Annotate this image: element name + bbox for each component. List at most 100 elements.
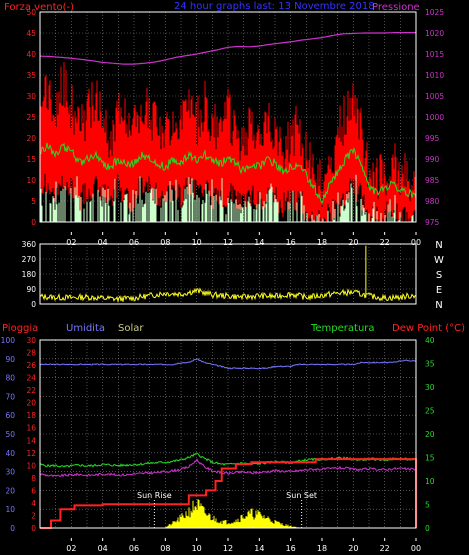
wind-average-line (39, 142, 417, 205)
y-tick-label: 40 (26, 50, 36, 59)
y-tick-label: 1020 (425, 29, 444, 38)
y-tick-label: 26 (26, 361, 36, 370)
y-tick-label: 10 (26, 176, 36, 185)
humidity-y-ticks: 0 10 20 30 40 50 60 70 80 90 100 (1, 336, 16, 533)
y-tick-label: 24 (26, 374, 36, 383)
x-tick-label: 18 (317, 238, 327, 247)
compass-label: N (435, 240, 442, 251)
wind-plot-frame (39, 11, 417, 223)
y-tick-label: 15 (26, 155, 36, 164)
direction-grid (40, 244, 417, 304)
y-tick-label: 80 (5, 374, 15, 383)
chart-title: 24 hour graphs last: 13 Novembre 2018 (174, 1, 375, 12)
y-tick-label: 16 (26, 424, 36, 433)
x-tick-label: 04 (98, 544, 108, 553)
wind-series (39, 31, 417, 222)
y-tick-label: 25 (26, 113, 36, 122)
y-tick-label: 0 (31, 300, 36, 309)
y-tick-label: 30 (5, 468, 15, 477)
y-tick-label: 40 (425, 336, 435, 345)
y-tick-label: 1000 (425, 113, 444, 122)
humidity-label: Umidita (66, 323, 105, 334)
x-tick-label: 08 (160, 544, 170, 553)
x-tick-label: 02 (66, 238, 76, 247)
compass-label: E (436, 285, 442, 296)
y-tick-label: 15 (425, 454, 435, 463)
wind-axis-label: Forza vento(-) (4, 2, 74, 13)
y-tick-label: 985 (425, 176, 440, 185)
sun-annotations: Sun Rise Sun Set (137, 491, 317, 528)
sun-annotation-label: Sun Rise (137, 491, 172, 500)
x-tick-label: 12 (223, 544, 233, 553)
y-tick-label: 1015 (425, 50, 444, 59)
temperature-y-ticks: 0 5 10 15 20 25 30 35 40 (425, 336, 435, 533)
y-tick-label: 5 (425, 501, 430, 510)
y-tick-label: 20 (5, 486, 15, 495)
y-tick-label: 14 (26, 436, 36, 445)
y-tick-label: 2 (31, 511, 36, 520)
y-tick-label: 360 (22, 240, 37, 249)
x-tick-label: 08 (160, 238, 170, 247)
y-tick-label: 90 (5, 355, 15, 364)
x-tick-label: 06 (129, 544, 139, 553)
y-tick-label: 90 (26, 285, 36, 294)
y-tick-label: 18 (26, 411, 36, 420)
y-tick-label: 25 (425, 407, 435, 416)
y-tick-label: 990 (425, 155, 440, 164)
y-tick-label: 100 (1, 336, 16, 345)
y-tick-label: 0 (10, 524, 15, 533)
x-tick-label: 02 (66, 544, 76, 553)
compass-label: N (435, 300, 442, 311)
compass-label: S (436, 270, 442, 281)
wind-pressure-panel: Forza vento(-) 24 hour graphs last: 13 N… (4, 1, 444, 247)
pressure-line (39, 31, 416, 65)
y-tick-label: 50 (5, 430, 15, 439)
x-tick-label: 16 (286, 238, 296, 247)
y-tick-label: 10 (5, 505, 15, 514)
rain-temp-plot-frame (39, 339, 417, 529)
y-tick-label: 0 (31, 524, 36, 533)
y-tick-label: 10 (425, 477, 435, 486)
y-tick-label: 30 (26, 92, 36, 101)
x-tick-label: 20 (348, 544, 358, 553)
x-tick-label: 00 (411, 544, 421, 553)
rain-temp-panel: Pioggia Umidita Solar Temperatura Dew Po… (1, 323, 465, 553)
direction-y-ticks: 0 90 180 270 360 (22, 240, 37, 309)
x-tick-label: 14 (254, 544, 264, 553)
y-tick-label: 30 (26, 336, 36, 345)
y-tick-label: 60 (5, 411, 15, 420)
pressure-axis-label: Pressione (372, 2, 420, 13)
y-tick-label: 995 (425, 134, 440, 143)
dew-point-label: Dew Point (°C) (392, 323, 465, 334)
y-tick-label: 1025 (425, 8, 444, 17)
y-tick-label: 30 (425, 383, 435, 392)
y-tick-label: 35 (26, 71, 36, 80)
x-tick-label: 14 (254, 238, 264, 247)
y-tick-label: 50 (26, 8, 36, 17)
y-tick-label: 0 (425, 524, 430, 533)
x-tick-label: 00 (411, 238, 421, 247)
sun-annotation-label: Sun Set (286, 491, 317, 500)
x-tick-label: 20 (348, 238, 358, 247)
x-tick-label: 18 (317, 544, 327, 553)
y-tick-label: 10 (26, 461, 36, 470)
y-tick-label: 180 (22, 270, 37, 279)
rain-temp-x-ticks: 02 04 06 08 10 12 14 16 18 20 22 00 (66, 538, 421, 553)
rain-temp-series (39, 358, 417, 529)
y-tick-label: 20 (26, 134, 36, 143)
dew-point-line (39, 458, 417, 478)
y-tick-label: 20 (26, 399, 36, 408)
y-tick-label: 40 (5, 449, 15, 458)
y-tick-label: 28 (26, 349, 36, 358)
y-tick-label: 1005 (425, 92, 444, 101)
y-tick-label: 6 (31, 486, 36, 495)
y-tick-label: 4 (31, 499, 36, 508)
y-tick-label: 8 (31, 474, 36, 483)
wind-y-ticks: 0 5 10 15 20 25 30 35 40 45 50 (26, 8, 36, 227)
y-tick-label: 70 (5, 392, 15, 401)
compass-label: W (434, 255, 444, 266)
